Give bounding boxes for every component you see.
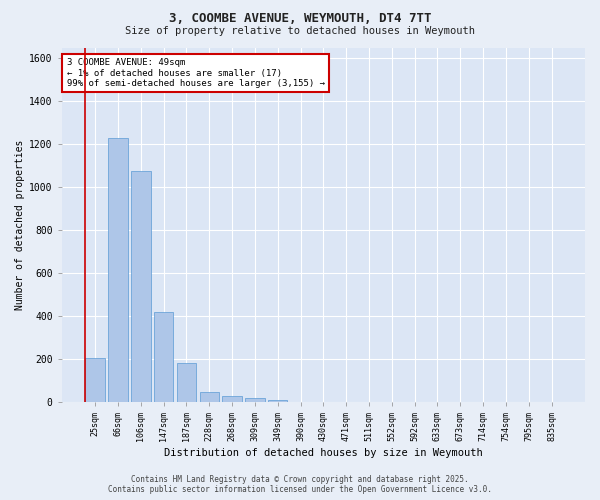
Bar: [154, 312, 173, 402]
Bar: [268, 400, 287, 402]
Text: Contains HM Land Registry data © Crown copyright and database right 2025.
Contai: Contains HM Land Registry data © Crown c…: [108, 474, 492, 494]
Bar: [200, 392, 219, 402]
Bar: [85, 358, 105, 402]
Bar: [245, 398, 265, 402]
X-axis label: Distribution of detached houses by size in Weymouth: Distribution of detached houses by size …: [164, 448, 483, 458]
Bar: [131, 171, 151, 402]
Bar: [223, 396, 242, 402]
Y-axis label: Number of detached properties: Number of detached properties: [15, 140, 25, 310]
Text: Size of property relative to detached houses in Weymouth: Size of property relative to detached ho…: [125, 26, 475, 36]
Text: 3, COOMBE AVENUE, WEYMOUTH, DT4 7TT: 3, COOMBE AVENUE, WEYMOUTH, DT4 7TT: [169, 12, 431, 26]
Bar: [108, 138, 128, 402]
Text: 3 COOMBE AVENUE: 49sqm
← 1% of detached houses are smaller (17)
99% of semi-deta: 3 COOMBE AVENUE: 49sqm ← 1% of detached …: [67, 58, 325, 88]
Bar: [177, 363, 196, 402]
